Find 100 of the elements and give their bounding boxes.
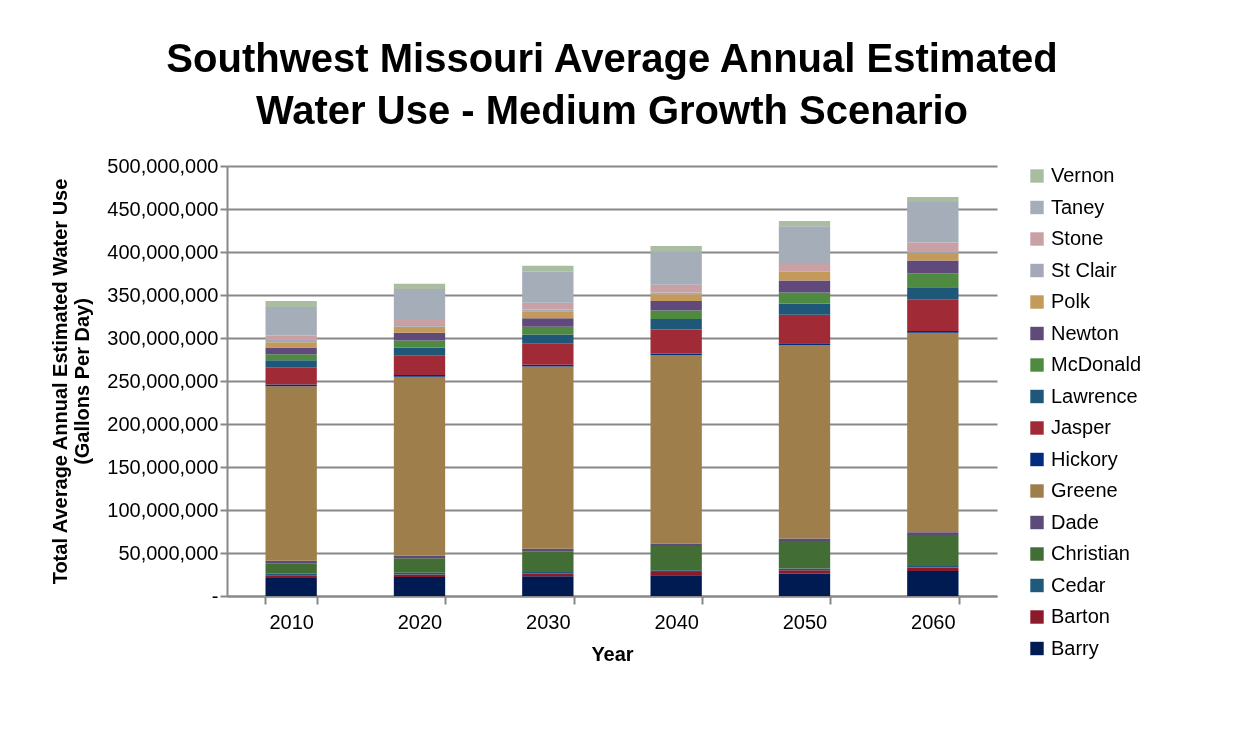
y-axis-title: Total Average Annual Estimated Water Use (Gallons Per Day) — [49, 178, 94, 585]
bar — [650, 310, 702, 320]
bar — [778, 271, 831, 281]
bar — [522, 576, 574, 596]
bar — [265, 386, 317, 561]
legend-label: Newton — [1051, 321, 1119, 344]
bar — [778, 264, 831, 271]
bar — [778, 292, 831, 304]
y-tick-label: 500,000,000 — [107, 154, 219, 177]
bar — [393, 332, 446, 341]
bar — [393, 355, 446, 375]
y-tick-label: 200,000,000 — [107, 412, 219, 435]
legend-label: Dade — [1051, 510, 1099, 533]
bar — [393, 326, 446, 333]
bar — [522, 343, 574, 365]
bar — [907, 242, 959, 252]
bar — [265, 563, 317, 574]
y-tick-label: - — [211, 584, 219, 607]
legend-label: Taney — [1051, 195, 1105, 218]
legend-label: Christian — [1051, 542, 1130, 564]
legend-label: McDonald — [1051, 353, 1142, 375]
bar — [778, 344, 831, 539]
bar — [650, 329, 702, 354]
bar — [907, 287, 959, 300]
bar — [907, 299, 959, 332]
legend-label: Cedar — [1051, 573, 1106, 596]
bar — [265, 342, 317, 348]
legend-label: Hickory — [1051, 447, 1118, 470]
bar — [393, 319, 446, 326]
bar — [522, 318, 574, 327]
bar — [907, 252, 959, 261]
legend-label: Stone — [1051, 227, 1104, 249]
y-tick-label: 300,000,000 — [107, 326, 219, 349]
bar — [907, 260, 959, 274]
legend-label: Vernon — [1051, 164, 1115, 186]
bar — [522, 302, 574, 310]
y-tick-label: 150,000,000 — [107, 455, 219, 478]
bar — [522, 334, 574, 344]
bar — [522, 551, 574, 572]
legend-label: Barton — [1051, 605, 1110, 627]
bar — [650, 546, 702, 571]
bar — [907, 571, 959, 596]
bar — [907, 202, 959, 243]
bar — [907, 196, 959, 203]
bar — [778, 303, 831, 315]
bar — [778, 573, 831, 596]
bar — [907, 332, 959, 533]
bar — [522, 311, 574, 319]
legend-label: Polk — [1051, 290, 1091, 312]
legend-label: Lawrence — [1051, 384, 1138, 407]
bar — [265, 347, 317, 355]
bar — [907, 534, 959, 566]
chart-title: Southwest Missouri Average Annual Estimated Water Use - Medium Growth Scenario — [166, 36, 1058, 132]
x-tick-label: 2030 — [526, 610, 571, 633]
bar — [778, 280, 831, 293]
bar — [778, 314, 831, 344]
bar — [907, 532, 959, 535]
bar — [393, 283, 446, 289]
y-tick-label: 100,000,000 — [107, 498, 219, 521]
bar — [907, 273, 959, 288]
bar — [778, 221, 831, 227]
y-tick-label: 450,000,000 — [107, 197, 219, 220]
bar — [650, 294, 702, 302]
bar — [393, 577, 446, 596]
bar — [650, 319, 702, 330]
bar — [265, 307, 317, 336]
bar — [778, 226, 831, 265]
bar — [650, 251, 702, 285]
bar — [650, 245, 702, 252]
x-axis-title: Year — [591, 642, 634, 665]
bar — [393, 347, 446, 356]
bar — [650, 355, 702, 544]
bar — [265, 360, 317, 368]
bar — [522, 271, 574, 303]
x-tick-label: 2050 — [782, 610, 828, 633]
bar — [778, 538, 831, 541]
y-tick-label: 400,000,000 — [107, 240, 219, 263]
y-tick-label: 250,000,000 — [107, 369, 219, 392]
legend-label: St Clair — [1051, 258, 1117, 281]
x-tick-label: 2010 — [269, 610, 314, 633]
legend-label: Greene — [1051, 479, 1118, 501]
bar — [522, 265, 574, 272]
bar — [522, 366, 574, 549]
bar — [778, 540, 831, 569]
legend-label: Barry — [1051, 636, 1099, 659]
bar — [393, 558, 446, 573]
x-tick-label: 2040 — [654, 610, 699, 633]
bar — [650, 284, 702, 293]
bar — [265, 367, 317, 385]
bar — [265, 335, 317, 340]
bar — [650, 575, 702, 596]
bar — [265, 577, 317, 596]
y-tick-label: 350,000,000 — [107, 283, 219, 306]
bar — [265, 301, 317, 308]
y-tick-label: 50,000,000 — [118, 541, 219, 564]
bar — [393, 288, 446, 320]
bar — [265, 354, 317, 361]
x-tick-label: 2060 — [911, 610, 956, 633]
bar — [522, 326, 574, 335]
legend-label: Jasper — [1051, 416, 1112, 438]
